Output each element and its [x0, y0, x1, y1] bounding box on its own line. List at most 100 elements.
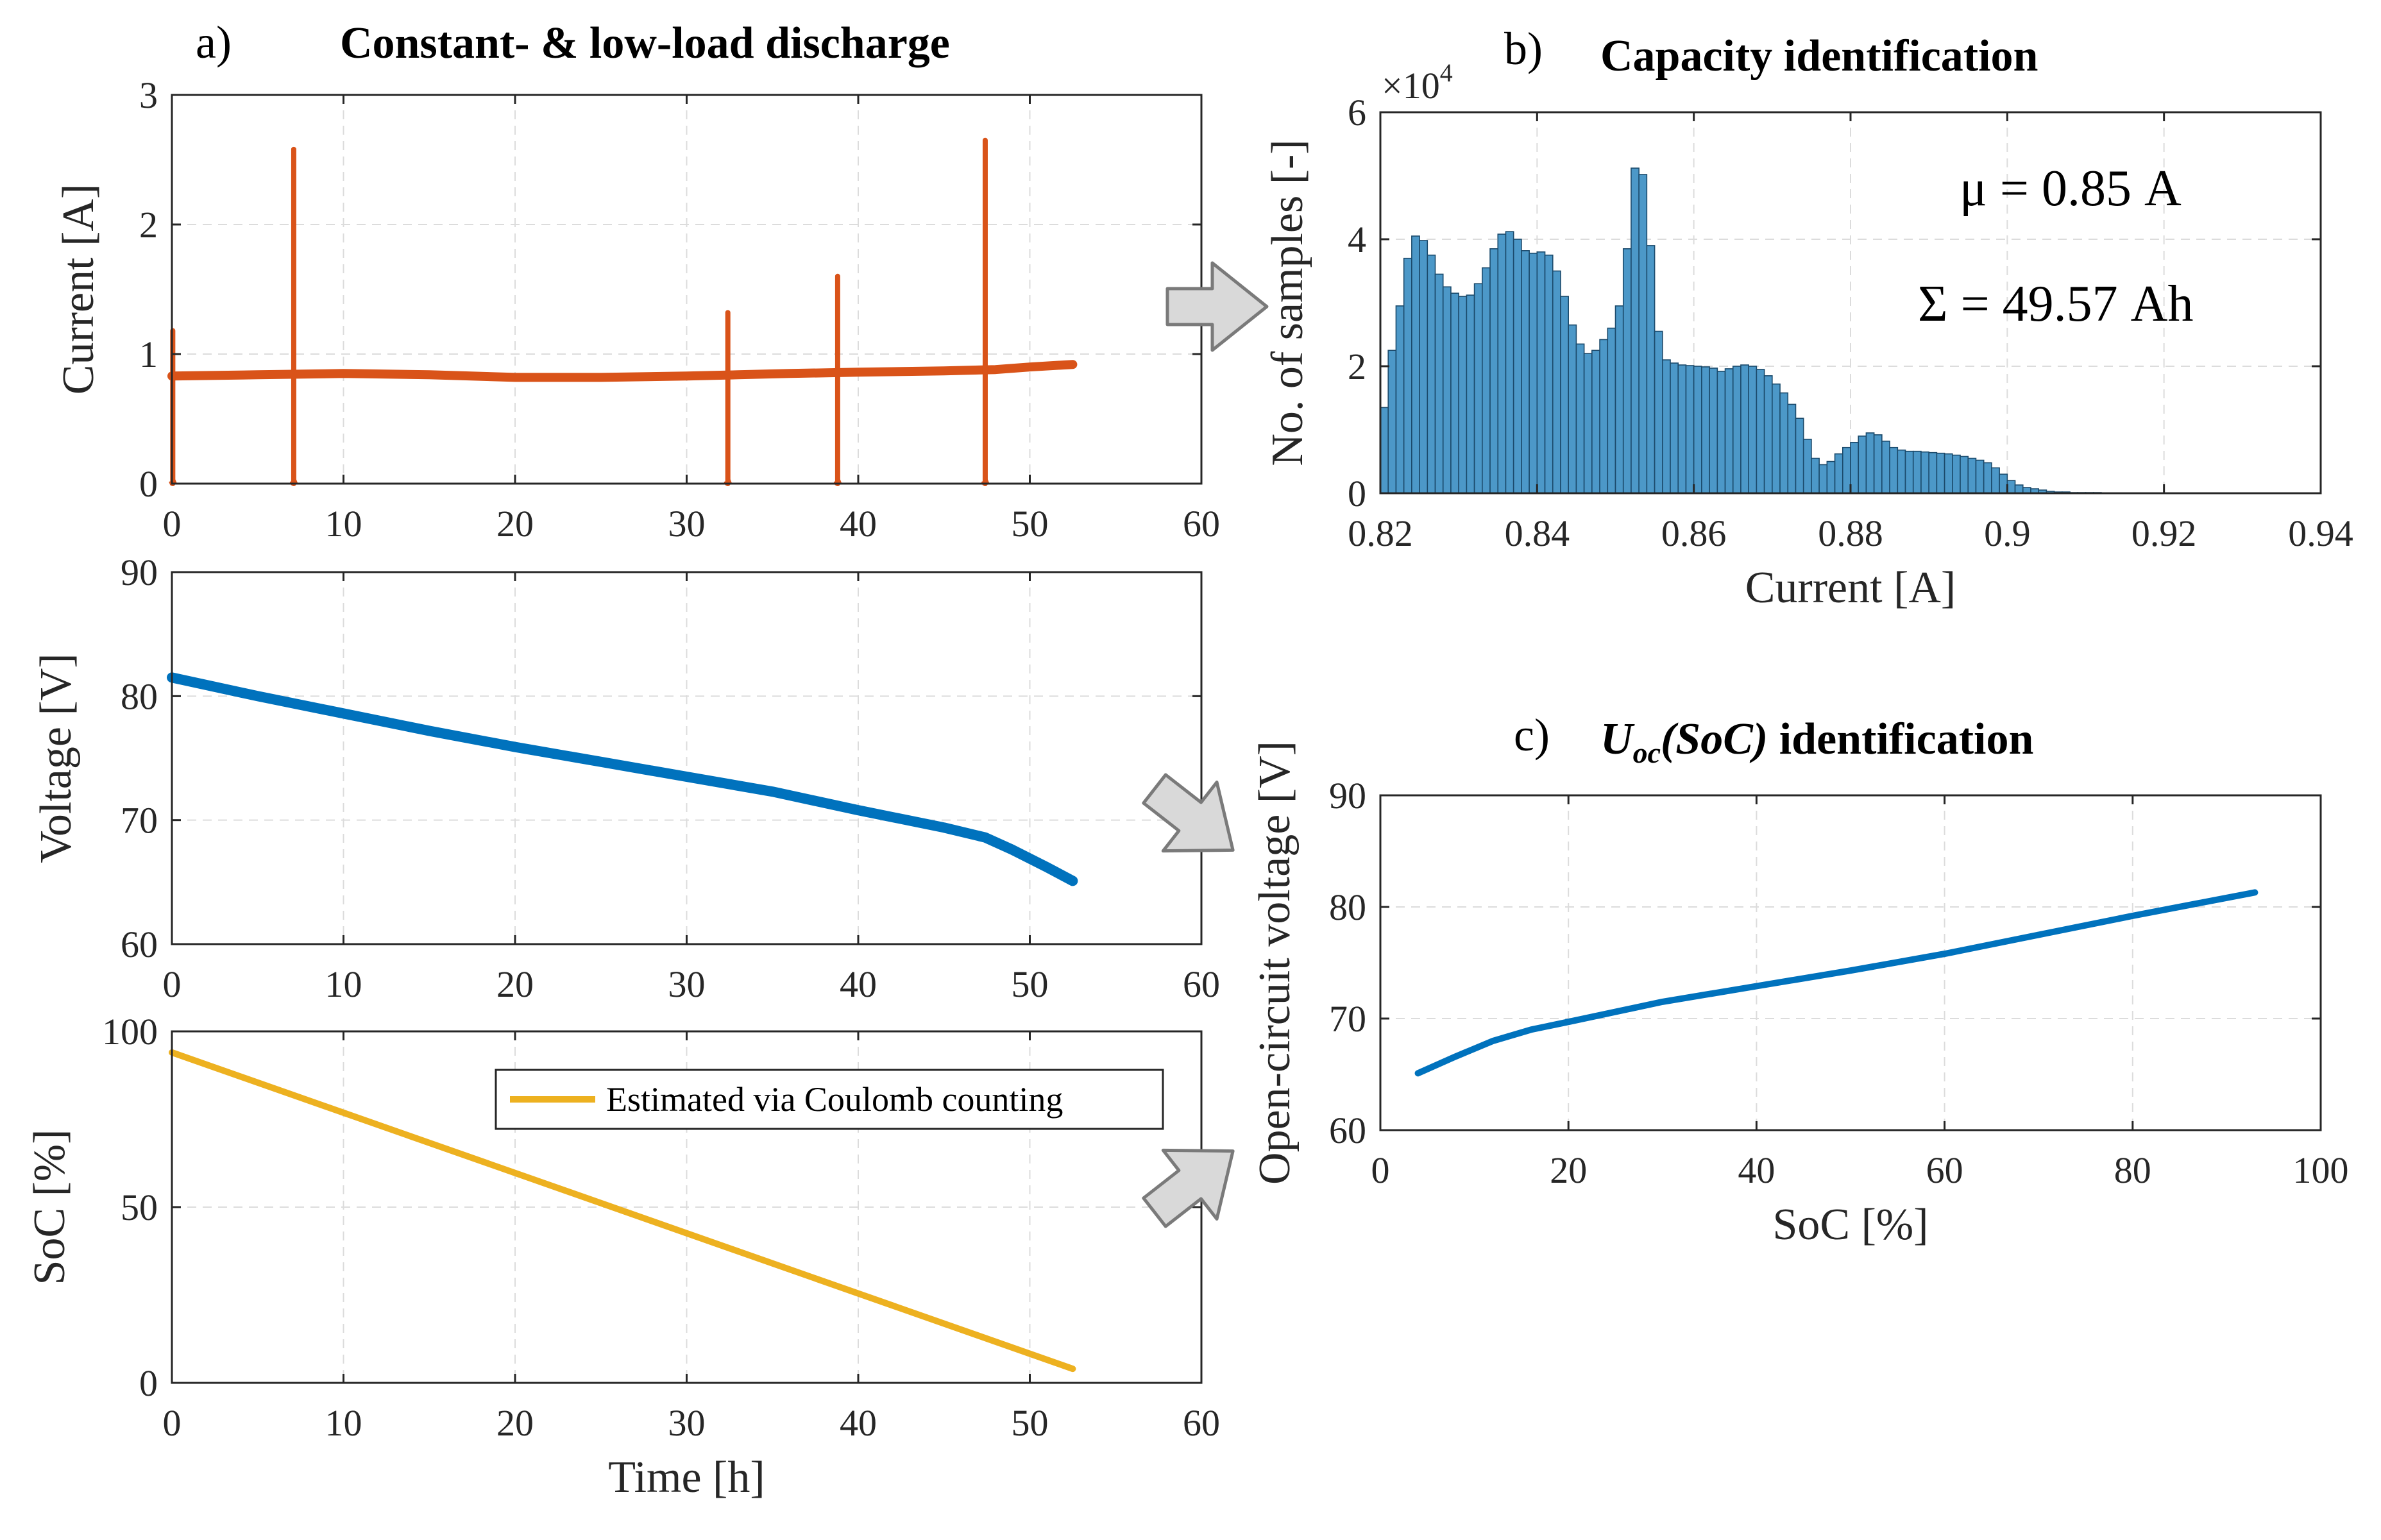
x-tick-label: 40: [1738, 1149, 1775, 1191]
x-tick-label: 0.82: [1348, 512, 1413, 554]
histogram-bar: [1583, 353, 1593, 494]
histogram-bar: [1944, 453, 1953, 494]
histogram-bar: [1716, 371, 1726, 494]
title-c-rest: identification: [1768, 715, 2033, 764]
x-tick-label: 60: [1926, 1149, 1963, 1191]
current-chart: 0 10 20 30 40 50 60 0 1 2 3 Current [A]: [54, 74, 1220, 545]
histogram-bar: [1802, 439, 1812, 494]
x-tick-label: 100: [2293, 1149, 2349, 1191]
histogram-bar: [1818, 464, 1828, 494]
histogram-bar: [1529, 252, 1538, 494]
histogram-bar: [1920, 451, 1929, 494]
histogram-bar: [1427, 254, 1436, 494]
x-axis-label: Current [A]: [1745, 563, 1956, 613]
histogram-bar: [1952, 454, 1961, 494]
x-tick-label: 60: [1183, 1402, 1220, 1444]
histogram-bar: [1442, 286, 1452, 494]
histogram-bar: [1826, 461, 1836, 494]
histogram-bar: [1411, 235, 1420, 494]
histogram-bar: [1811, 457, 1820, 494]
x-tick-label: 30: [668, 503, 706, 545]
y-tick-label: 1: [139, 334, 158, 375]
x-tick-label: 20: [496, 503, 534, 545]
histogram-bar: [1536, 251, 1546, 494]
x-tick-label: 0.88: [1818, 512, 1883, 554]
histogram-bar: [1489, 248, 1499, 494]
histogram-bar: [1521, 250, 1530, 494]
x-tick-label: 30: [668, 963, 706, 1005]
histogram-bar: [1677, 364, 1687, 494]
histogram-bar: [1967, 457, 1977, 494]
title-a: Constant- & low-load discharge: [340, 19, 950, 68]
histogram-bar: [1631, 167, 1640, 494]
histogram-bar: [1865, 432, 1875, 494]
histogram-bar: [1434, 273, 1444, 494]
y-tick-label: 2: [1348, 346, 1366, 387]
sum-annotation: Σ = 49.57 Ah: [1918, 276, 2193, 332]
histogram-bar: [1685, 365, 1695, 494]
voltage-series-line: [167, 672, 1078, 886]
histogram-bar: [1599, 339, 1609, 494]
histogram-bar: [1458, 296, 1468, 494]
histogram-bar: [1795, 418, 1804, 494]
y-exponent-base: ×10: [1382, 65, 1440, 106]
histogram-bar: [1450, 292, 1459, 494]
title-b: Capacity identification: [1600, 31, 2038, 81]
y-tick-label: 2: [139, 204, 158, 246]
histogram-bar: [1497, 233, 1507, 494]
x-tick-label: 10: [325, 1402, 362, 1444]
y-tick-label: 60: [121, 924, 158, 965]
x-tick-label: 20: [1550, 1149, 1587, 1191]
x-tick-label: 50: [1012, 963, 1049, 1005]
legend: Estimated via Coulomb counting: [495, 1069, 1164, 1130]
histogram-bar: [1482, 267, 1491, 494]
histogram-bar: [1395, 305, 1405, 494]
plot-area: [1380, 795, 2321, 1130]
histogram-bar: [1701, 366, 1710, 494]
y-axis-label: Open-circuit voltage [V]: [1250, 741, 1300, 1185]
histogram-bar: [1975, 459, 1985, 494]
y-tick-label: 70: [121, 800, 158, 842]
histogram-bar: [1505, 231, 1514, 494]
y-exponent-power: 4: [1440, 58, 1453, 87]
y-axis-label: SoC [%]: [25, 1129, 74, 1285]
histogram-bar: [1670, 362, 1679, 494]
x-tick-label: 50: [1012, 503, 1049, 545]
x-tick-label: 60: [1183, 963, 1220, 1005]
histogram-bar: [1999, 473, 2008, 494]
soc-series-line: [169, 1049, 1076, 1373]
arrow-to-ocv-top-icon: [1142, 773, 1235, 853]
y-tick-label: 4: [1348, 219, 1366, 260]
x-tick-label: 20: [496, 963, 534, 1005]
x-tick-label: 40: [840, 1402, 877, 1444]
histogram-bar: [1873, 434, 1883, 494]
histogram-bar: [1622, 248, 1632, 494]
y-tick-label: 50: [121, 1187, 158, 1228]
y-tick-label: 80: [121, 675, 158, 717]
x-tick-label: 0.9: [1984, 512, 2031, 554]
x-axis-label: Time [h]: [608, 1453, 765, 1502]
histogram-bar: [1842, 446, 1851, 494]
histogram-bar: [1607, 327, 1616, 494]
histogram-bar: [1881, 441, 1890, 494]
y-tick-label: 3: [139, 74, 158, 116]
x-tick-label: 60: [1183, 503, 1220, 545]
histogram-chart: 0.82 0.84 0.86 0.88 0.9 0.92 0.94 0 2 4 6 No. of sa…: [1263, 58, 2353, 613]
histogram-bar: [1544, 254, 1554, 494]
x-tick-label: 0.94: [2288, 512, 2353, 554]
histogram-bar: [1779, 392, 1789, 494]
title-c-symbol: U: [1600, 715, 1635, 764]
legend-box: [495, 1069, 1164, 1130]
histogram-bar: [1991, 467, 2000, 494]
x-tick-label: 0: [163, 963, 182, 1005]
histogram-bar: [1466, 294, 1475, 494]
histogram-bar: [1889, 446, 1899, 494]
ocv-series-line: [1414, 889, 2258, 1077]
x-tick-label: 50: [1012, 1402, 1049, 1444]
arrow-to-histogram-icon: [1165, 261, 1269, 352]
y-axis-label: No. of samples [-]: [1263, 139, 1312, 466]
histogram-bar: [1709, 368, 1718, 494]
histogram-bar: [1960, 455, 1969, 494]
histogram-bar: [1983, 462, 1992, 494]
